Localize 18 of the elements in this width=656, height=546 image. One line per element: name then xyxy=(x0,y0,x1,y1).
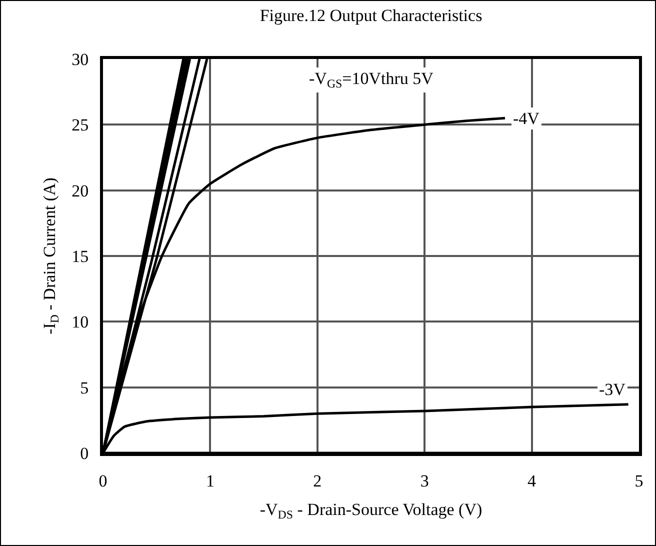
y-tick-label: 5 xyxy=(80,378,89,398)
y-tick-label: 0 xyxy=(80,444,89,463)
x-tick-label: 0 xyxy=(98,471,108,490)
annotation: -V$_{GS}$=10Vthru 5V xyxy=(309,69,434,91)
series-label: -3V xyxy=(599,380,626,399)
x-tick-label: 2 xyxy=(313,471,322,490)
x-tick-label: 4 xyxy=(528,471,537,490)
y-tick-label: 10 xyxy=(72,312,89,332)
chart-title: Figure.12 Output Characteristics xyxy=(260,6,482,26)
x-axis-title: -V$_{DS}$ - Drain-Source Voltage (V) xyxy=(260,500,482,522)
x-tick-label: 3 xyxy=(420,471,429,490)
x-tick-label: 1 xyxy=(206,471,214,490)
y-tick-label: 25 xyxy=(72,116,89,135)
y-tick-label: 15 xyxy=(72,246,89,266)
y-tick-label: 30 xyxy=(72,50,89,69)
series-label: -4V xyxy=(513,109,540,128)
y-tick-label: 20 xyxy=(72,181,89,200)
x-tick-label: 5 xyxy=(634,471,644,490)
